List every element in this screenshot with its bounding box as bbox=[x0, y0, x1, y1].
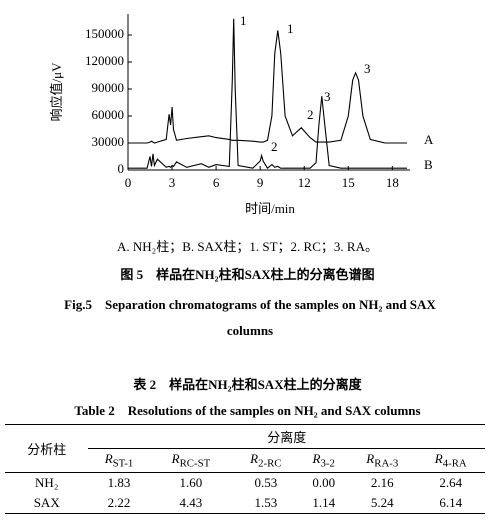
x-tick-label: 18 bbox=[386, 175, 399, 190]
subscript: RA-3 bbox=[374, 457, 399, 470]
symbol: R bbox=[250, 451, 259, 466]
symbol: R bbox=[171, 451, 180, 466]
cell: NH₂ bbox=[35, 474, 59, 490]
cell: 0.53 bbox=[254, 474, 278, 490]
column-header: RST-1 bbox=[88, 449, 149, 473]
column-header: RRA-3 bbox=[348, 449, 416, 473]
table-title-en: Table 2 Resolutions of the samples on NH… bbox=[74, 403, 421, 418]
figure-title-cn: 图 5 样品在NH₂柱和SAX柱上的分离色谱图 bbox=[120, 267, 375, 282]
legend-note: A. NH₂柱；B. SAX柱；1. ST；2. RC；3. RA。 bbox=[117, 239, 378, 254]
subscript: 3-2 bbox=[320, 457, 335, 470]
y-tick-label: 0 bbox=[118, 161, 125, 176]
trace-label: A bbox=[424, 132, 434, 147]
x-tick-label: 12 bbox=[298, 175, 311, 190]
table-title-cn: 表 2 样品在NH₂柱和SAX柱上的分离度 bbox=[133, 377, 362, 392]
peak-label: 1 bbox=[240, 13, 247, 28]
cell: 2.16 bbox=[370, 474, 394, 490]
column-header: R3-2 bbox=[299, 449, 348, 473]
cell: 1.53 bbox=[254, 494, 278, 510]
trace bbox=[128, 18, 407, 170]
peak-label: 1 bbox=[287, 21, 294, 36]
symbol: R bbox=[312, 451, 321, 466]
y-tick-label: 120000 bbox=[85, 53, 124, 68]
cell: 5.24 bbox=[370, 494, 394, 510]
symbol: R bbox=[366, 451, 375, 466]
x-tick-label: 6 bbox=[213, 175, 220, 190]
trace bbox=[128, 30, 407, 144]
symbol: R bbox=[104, 451, 113, 466]
cell: 4.43 bbox=[179, 494, 203, 510]
x-tick-label: 3 bbox=[169, 175, 176, 190]
x-tick-label: 15 bbox=[342, 175, 355, 190]
symbol: R bbox=[434, 451, 443, 466]
cell: SAX bbox=[33, 494, 60, 510]
subscript: ST-1 bbox=[112, 457, 134, 470]
cell: 1.60 bbox=[179, 474, 203, 490]
subscript: 4-RA bbox=[442, 457, 467, 470]
y-tick-label: 30000 bbox=[92, 134, 125, 149]
subscript: 2-RC bbox=[258, 457, 282, 470]
cell: 2.22 bbox=[107, 494, 131, 510]
row-header: 分析柱 bbox=[5, 424, 89, 473]
column-header: RRC-ST bbox=[150, 449, 233, 473]
cell: 0.00 bbox=[312, 474, 336, 490]
y-tick-label: 150000 bbox=[85, 26, 124, 41]
y-tick-label: 90000 bbox=[92, 80, 125, 95]
column-header: R2-RC bbox=[232, 449, 299, 473]
peak-label: 2 bbox=[271, 139, 278, 154]
y-label: 响应值/μV bbox=[49, 62, 64, 122]
cell: 1.14 bbox=[312, 494, 336, 510]
trace-label: B bbox=[424, 157, 433, 172]
peak-label: 3 bbox=[324, 89, 331, 104]
subscript: RC-ST bbox=[179, 457, 211, 470]
x-tick-label: 0 bbox=[125, 175, 132, 190]
cell: 2.64 bbox=[439, 474, 463, 490]
table: 分析柱 分离度 RST-1 RRC-ST R2-RC R3-2 RRA-3 R4-RA NH… bbox=[5, 424, 485, 514]
cell: 6.14 bbox=[439, 494, 463, 510]
y-tick-label: 60000 bbox=[92, 107, 125, 122]
chromatogram: 响应值/μV 时间/min 0 30000 60000 90000 120000 1500… bbox=[49, 13, 434, 216]
peak-label: 3 bbox=[364, 61, 371, 76]
row: NH₂ 1.83 1.60 0.53 0.00 2.16 2.64 bbox=[5, 472, 485, 493]
column-header: R4-RA bbox=[417, 449, 486, 473]
group-header: 分离度 bbox=[88, 424, 485, 449]
peak-label: 2 bbox=[307, 107, 314, 122]
cell: 1.83 bbox=[107, 474, 131, 490]
x-label: 时间/min bbox=[245, 201, 295, 216]
figure-title-en: Fig.5 Separation chromatograms of the sa… bbox=[64, 297, 436, 338]
row: SAX 2.22 4.43 1.53 1.14 5.24 6.14 bbox=[5, 493, 485, 514]
x-tick-label: 9 bbox=[257, 175, 264, 190]
